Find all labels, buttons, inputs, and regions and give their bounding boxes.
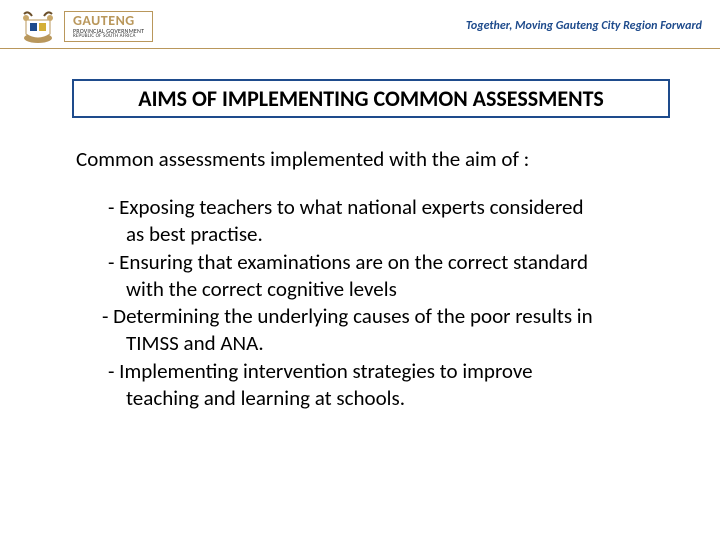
- header-bar: GAUTENG PROVINCIAL GOVERNMENT REPUBLIC O…: [0, 0, 720, 49]
- logo-area: GAUTENG PROVINCIAL GOVERNMENT REPUBLIC O…: [18, 8, 153, 44]
- brand-title: GAUTENG: [73, 14, 144, 28]
- bullet-1-line-1: - Exposing teachers to what national exp…: [108, 194, 670, 221]
- brand-box: GAUTENG PROVINCIAL GOVERNMENT REPUBLIC O…: [64, 11, 153, 42]
- tagline: Together, Moving Gauteng City Region For…: [466, 19, 702, 33]
- bullet-4-line-2: teaching and learning at schools.: [108, 385, 670, 412]
- bullet-4-line-1: - Implementing intervention strategies t…: [108, 358, 670, 385]
- slide-title-box: AIMS OF IMPLEMENTING COMMON ASSESSMENTS: [72, 79, 670, 118]
- slide-title: AIMS OF IMPLEMENTING COMMON ASSESSMENTS: [138, 85, 604, 112]
- bullet-1-line-2: as best practise.: [108, 221, 670, 248]
- bullet-3-line-1: - Determining the underlying causes of t…: [102, 303, 670, 330]
- crest-icon: [18, 8, 58, 44]
- brand-subtitle-2: REPUBLIC OF SOUTH AFRICA: [73, 34, 144, 39]
- bullet-2-line-2: with the correct cognitive levels: [108, 276, 670, 303]
- intro-text: Common assessments implemented with the …: [76, 146, 670, 172]
- bullet-3-line-2: TIMSS and ANA.: [108, 330, 670, 357]
- bullet-list: - Exposing teachers to what national exp…: [76, 194, 670, 412]
- bullet-2-line-1: - Ensuring that examinations are on the …: [108, 249, 670, 276]
- content-area: Common assessments implemented with the …: [0, 118, 720, 412]
